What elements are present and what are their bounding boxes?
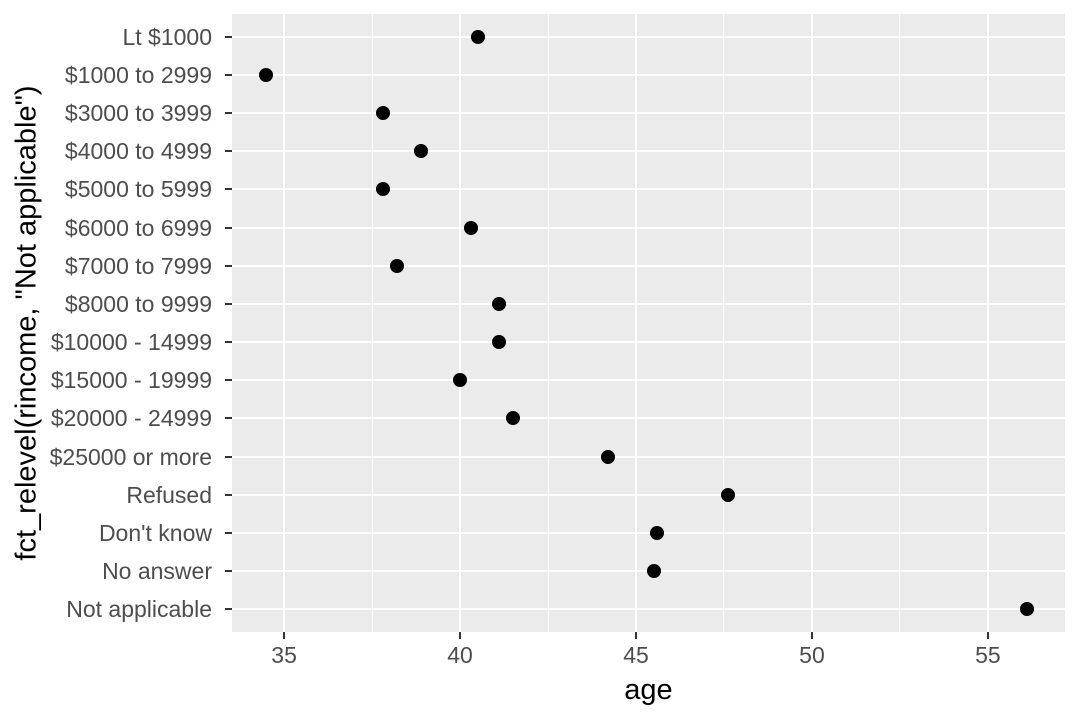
x-tick-label: 45	[623, 642, 649, 668]
data-point	[463, 220, 478, 235]
data-point	[414, 144, 429, 159]
x-gridline-major	[810, 14, 813, 632]
y-tick-label: Not applicable	[66, 596, 212, 623]
x-tick-label: 35	[271, 642, 297, 668]
data-point	[1019, 602, 1034, 617]
y-tick-mark	[225, 112, 232, 115]
y-gridline-major	[232, 608, 1065, 611]
data-point	[470, 29, 485, 44]
x-gridline-minor	[371, 14, 373, 632]
y-tick-mark	[225, 379, 232, 382]
y-gridline-major	[232, 264, 1065, 267]
x-axis-title: age	[624, 674, 673, 706]
data-point	[491, 296, 506, 311]
y-gridline-major	[232, 493, 1065, 496]
x-gridline-major	[986, 14, 989, 632]
y-tick-mark	[225, 302, 232, 305]
y-tick-mark	[225, 188, 232, 191]
data-point	[650, 525, 665, 540]
data-point	[453, 373, 468, 388]
y-tick-label: $1000 to 2999	[64, 62, 212, 89]
y-axis-title: fct_relevel(rincome, "Not applicable")	[10, 85, 43, 561]
y-tick-mark	[225, 264, 232, 267]
y-gridline-major	[232, 35, 1065, 38]
y-tick-mark	[225, 569, 232, 572]
x-gridline-major	[283, 14, 286, 632]
y-tick-mark	[225, 35, 232, 38]
x-gridline-minor	[547, 14, 549, 632]
data-point	[720, 487, 735, 502]
y-tick-label: $25000 or more	[49, 443, 212, 470]
x-tick-mark	[459, 632, 462, 639]
x-gridline-minor	[723, 14, 725, 632]
data-point	[375, 106, 390, 121]
data-point	[505, 411, 520, 426]
y-gridline-major	[232, 112, 1065, 115]
y-tick-mark	[225, 493, 232, 496]
data-point	[375, 182, 390, 197]
data-point	[491, 335, 506, 350]
plot-panel	[232, 14, 1065, 632]
data-point	[600, 449, 615, 464]
y-gridline-major	[232, 226, 1065, 229]
y-tick-label: $5000 to 5999	[64, 176, 212, 203]
y-tick-mark	[225, 74, 232, 77]
data-point	[646, 563, 661, 578]
y-tick-label: $20000 - 24999	[50, 405, 212, 432]
x-tick-label: 50	[799, 642, 825, 668]
y-gridline-major	[232, 341, 1065, 344]
y-gridline-major	[232, 531, 1065, 534]
y-gridline-major	[232, 150, 1065, 153]
x-tick-label: 55	[975, 642, 1001, 668]
x-gridline-minor	[899, 14, 901, 632]
y-gridline-major	[232, 302, 1065, 305]
y-tick-label: Refused	[126, 481, 212, 508]
y-tick-label: Don't know	[98, 519, 212, 546]
y-tick-mark	[225, 455, 232, 458]
y-gridline-major	[232, 188, 1065, 191]
y-tick-label: $10000 - 14999	[50, 329, 212, 356]
y-gridline-major	[232, 74, 1065, 77]
y-tick-mark	[225, 341, 232, 344]
y-tick-mark	[225, 417, 232, 420]
y-tick-label: $15000 - 19999	[50, 367, 212, 394]
data-point	[259, 68, 274, 83]
y-tick-mark	[225, 150, 232, 153]
y-tick-label: $8000 to 9999	[64, 290, 212, 317]
y-gridline-major	[232, 455, 1065, 458]
y-tick-label: $4000 to 4999	[64, 138, 212, 165]
y-tick-mark	[225, 531, 232, 534]
y-gridline-major	[232, 379, 1065, 382]
y-tick-label: No answer	[102, 557, 212, 584]
x-tick-mark	[283, 632, 286, 639]
y-tick-label: $3000 to 3999	[64, 100, 212, 127]
x-tick-mark	[635, 632, 637, 639]
y-tick-label: Lt $1000	[122, 23, 212, 50]
y-tick-label: $6000 to 6999	[64, 214, 212, 241]
data-point	[389, 258, 404, 273]
x-gridline-major	[459, 14, 462, 632]
x-gridline-major	[635, 14, 637, 632]
x-tick-mark	[986, 632, 989, 639]
y-tick-mark	[225, 226, 232, 229]
y-tick-mark	[225, 608, 232, 611]
y-gridline-major	[232, 417, 1065, 420]
x-tick-label: 40	[447, 642, 473, 668]
y-tick-label: $7000 to 7999	[64, 252, 212, 279]
x-tick-mark	[810, 632, 813, 639]
